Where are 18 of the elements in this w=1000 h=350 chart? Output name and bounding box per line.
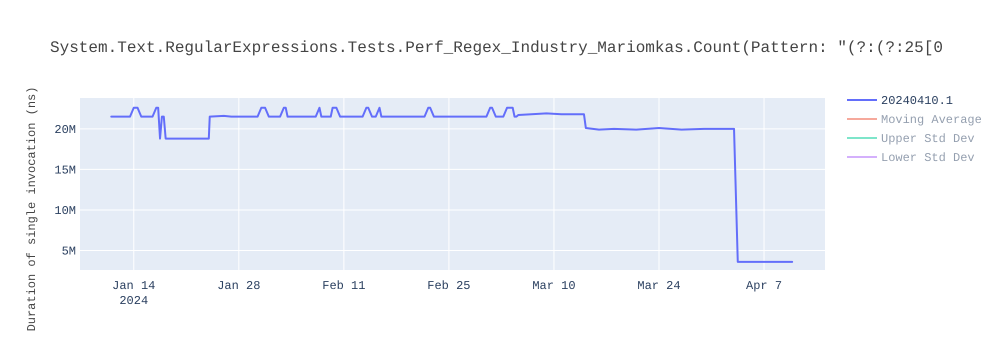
legend-label: Lower Std Dev: [881, 151, 975, 165]
y-tick-label: 5M: [62, 244, 76, 259]
legend-label: 20240410.1: [881, 94, 954, 108]
y-axis-title: Duration of single invocation (ns): [25, 86, 39, 332]
x-tick-label: Feb 11: [322, 279, 366, 293]
x-tick-label: Mar 24: [637, 279, 681, 293]
x-tick-label: Apr 7: [746, 279, 782, 293]
x-tick-label: Feb 25: [427, 279, 471, 293]
y-tick-label: 20M: [54, 122, 76, 137]
y-tick-label: 10M: [54, 204, 76, 218]
legend-label: Upper Std Dev: [881, 132, 975, 146]
chart-title: System.Text.RegularExpressions.Tests.Perf_Regex_Industry_Mariomkas.Count(Pattern: "(?:(?:25[0: [50, 39, 943, 57]
x-tick-label: Jan 28: [217, 279, 260, 293]
x-tick-label: Mar 10: [532, 279, 576, 293]
y-tick-label: 15M: [54, 163, 76, 178]
legend-label: Moving Average: [881, 113, 982, 127]
line-series: [110, 106, 794, 263]
x-tick-label: Jan 14 2024: [112, 279, 156, 308]
